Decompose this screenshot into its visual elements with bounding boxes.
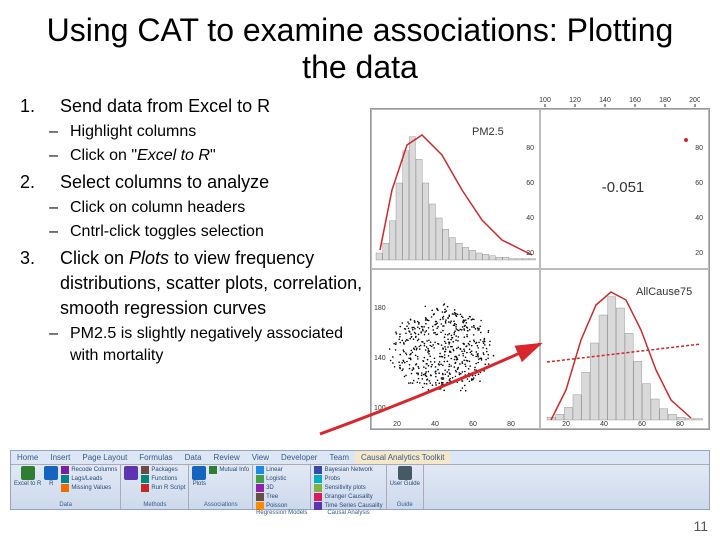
num-1: 1. [20,94,60,119]
plot-grid: PM2.5 20 40 60 80 -0.051 20 40 60 80 100 140 180 20… [370,108,710,430]
ribbon-button[interactable]: Run R Script [141,484,185,492]
bullet: – [40,323,70,368]
slide-title: Using CAT to examine associations: Plott… [0,0,720,94]
ribbon-button[interactable]: Bayesian Network [314,466,382,474]
panel-br-hist: AllCause75 20 40 60 80 [540,269,709,429]
ribbon-button[interactable]: Sensitivity plots [314,484,382,492]
ribbon-tab[interactable]: Causal Analytics Toolkit [355,451,450,464]
svg-text:20: 20 [695,250,703,257]
svg-text:140: 140 [599,97,611,104]
sub-2b: Cntrl-click toggles selection [70,221,370,243]
ribbon-button[interactable]: R [44,466,58,487]
bullet: – [40,221,70,243]
sub-1a: Highlight columns [70,121,370,143]
svg-text:40: 40 [695,215,703,222]
bullet: – [40,121,70,143]
num-2: 2. [20,170,60,195]
panel-bl-scatter: 100 140 180 20 40 60 80 [371,269,540,429]
ribbon-tab[interactable]: Data [179,451,208,464]
svg-text:40: 40 [431,421,439,428]
ribbon-tab[interactable]: Team [323,451,355,464]
item-1: Send data from Excel to R [60,94,370,119]
ribbon-button[interactable] [124,466,138,481]
svg-text:-0.051: -0.051 [602,179,645,196]
svg-text:60: 60 [695,180,703,187]
ribbon-button[interactable]: 3D [256,484,287,492]
svg-text:60: 60 [526,180,534,187]
svg-text:180: 180 [659,97,671,104]
svg-text:140: 140 [374,355,386,362]
ribbon-tab[interactable]: Formulas [133,451,178,464]
ribbon-button[interactable]: Packages [141,466,185,474]
ribbon-group: User GuideGuide [387,465,424,509]
bullet: – [40,197,70,219]
excel-ribbon: HomeInsertPage LayoutFormulasDataReviewV… [10,450,710,510]
svg-text:20: 20 [393,421,401,428]
ribbon-button[interactable]: Missing Values [61,484,117,492]
svg-text:100: 100 [539,97,551,104]
ribbon-button[interactable]: Recode Columns [61,466,117,474]
svg-text:40: 40 [600,421,608,428]
svg-text:200: 200 [689,97,700,104]
svg-text:80: 80 [507,421,515,428]
ribbon-button[interactable]: Time Series Causality [314,502,382,510]
ribbon-button[interactable]: Functions [141,475,185,483]
ribbon-button[interactable]: Logistic [256,475,287,483]
page-number: 11 [693,518,708,534]
sub-2a: Click on column headers [70,197,370,219]
ribbon-tab[interactable]: Insert [44,451,76,464]
svg-text:60: 60 [469,421,477,428]
svg-text:120: 120 [569,97,581,104]
svg-text:60: 60 [638,421,646,428]
text-list: 1.Send data from Excel to R –Highlight c… [20,94,370,430]
panel-tr-corr: -0.051 20 40 60 80 [540,109,709,269]
ribbon-group: LinearLogistic3DTreePoissonRegression Mo… [253,465,311,509]
ribbon-button[interactable]: Poisson [256,502,287,510]
item-3: Click on Plots to view frequency distrib… [60,246,370,322]
item-2: Select columns to analyze [60,170,370,195]
ribbon-tabs: HomeInsertPage LayoutFormulasDataReviewV… [11,451,709,465]
ribbon-group: PlotsMutual InfoAssociations [189,465,253,509]
ribbon-button[interactable]: Mutual Info [209,466,249,474]
svg-text:20: 20 [526,250,534,257]
ribbon-tab[interactable]: Page Layout [76,451,133,464]
svg-text:100: 100 [374,405,386,412]
ribbon-body: Excel to RRRecode ColumnsLags/LeadsMissi… [11,465,709,509]
ribbon-button[interactable]: User Guide [390,466,420,487]
svg-text:80: 80 [695,145,703,152]
ribbon-button[interactable]: Excel to R [14,466,41,487]
ribbon-tab[interactable]: Developer [275,451,323,464]
ribbon-tab[interactable]: Home [11,451,44,464]
svg-text:PM2.5: PM2.5 [472,126,504,138]
bullet: – [40,145,70,167]
ribbon-tab[interactable]: View [246,451,275,464]
ribbon-button[interactable]: Lags/Leads [61,475,117,483]
ribbon-button[interactable]: Tree [256,493,287,501]
sub-3a: PM2.5 is slightly negatively associated … [70,323,370,368]
svg-text:40: 40 [526,215,534,222]
svg-text:AllCause75: AllCause75 [636,286,692,298]
num-3: 3. [20,246,60,322]
ribbon-button[interactable]: Linear [256,466,287,474]
ribbon-group: Excel to RRRecode ColumnsLags/LeadsMissi… [11,465,121,509]
ribbon-button[interactable]: Plots [192,466,206,487]
ribbon-button[interactable]: Granger Causality [314,493,382,501]
svg-text:80: 80 [526,145,534,152]
panel-tl-hist: PM2.5 20 40 60 80 [371,109,540,269]
ribbon-group: PackagesFunctionsRun R ScriptMethods [121,465,189,509]
sub-1b: Click on "Excel to R" [70,145,370,167]
svg-text:80: 80 [676,421,684,428]
top-axis: 100 120 140 160 180 200 [370,94,700,108]
ribbon-group: Bayesian NetworkProbsSensitivity plotsGr… [311,465,386,509]
ribbon-tab[interactable]: Review [208,451,246,464]
svg-text:180: 180 [374,305,386,312]
svg-text:20: 20 [562,421,570,428]
ribbon-button[interactable]: Probs [314,475,382,483]
svg-text:160: 160 [629,97,641,104]
